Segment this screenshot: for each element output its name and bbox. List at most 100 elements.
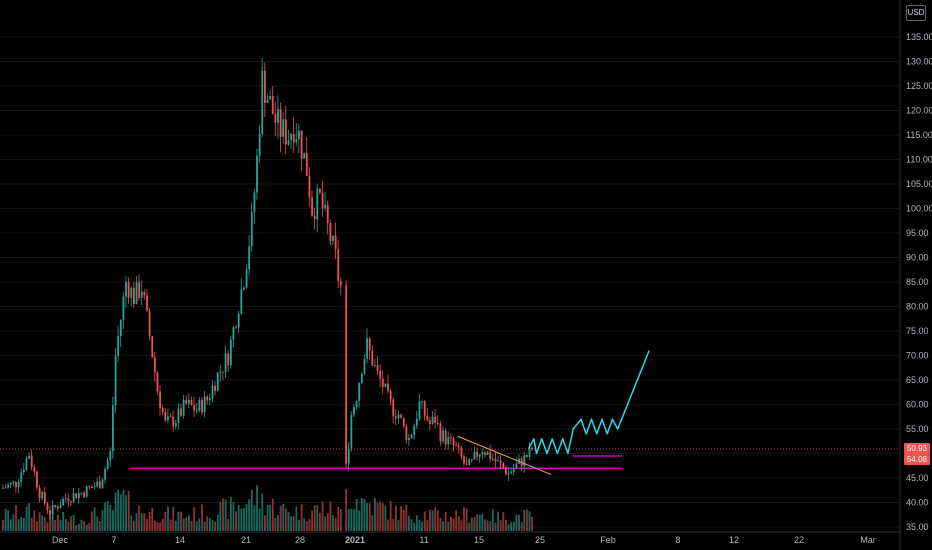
volume-bar bbox=[211, 520, 214, 531]
support-lines[interactable] bbox=[0, 448, 900, 469]
volume-bar bbox=[381, 503, 384, 531]
candle-body bbox=[101, 479, 104, 489]
projection-path[interactable] bbox=[527, 350, 650, 455]
candle-body bbox=[473, 451, 476, 460]
volume-bar bbox=[269, 504, 272, 531]
volume-bar bbox=[43, 517, 46, 531]
candle-body bbox=[376, 365, 379, 371]
candle-body bbox=[172, 416, 175, 427]
drawings[interactable] bbox=[457, 350, 650, 475]
volume-bar bbox=[156, 522, 159, 531]
volume-bar bbox=[426, 519, 429, 531]
volume-bar bbox=[358, 510, 361, 531]
volume-bar bbox=[379, 501, 382, 531]
candle-body bbox=[256, 155, 258, 193]
candle-body bbox=[423, 401, 426, 416]
volume-bar bbox=[88, 522, 91, 531]
candle-body bbox=[452, 438, 455, 446]
volume-bar bbox=[41, 515, 44, 531]
candle-body bbox=[159, 391, 161, 408]
volume-bar bbox=[528, 511, 531, 531]
price-axis[interactable]: 35.0040.0045.0050.0055.0060.0065.0070.00… bbox=[899, 0, 932, 550]
y-tick-label: 80.00 bbox=[906, 302, 929, 312]
volume-bar bbox=[190, 521, 193, 531]
candle-body bbox=[211, 385, 214, 399]
candle-body bbox=[277, 109, 279, 123]
candle-body bbox=[43, 492, 46, 504]
candle-body bbox=[274, 114, 277, 123]
candle-body bbox=[20, 472, 23, 483]
candle-body bbox=[153, 357, 156, 373]
candle-body bbox=[96, 481, 99, 487]
candle-body bbox=[494, 458, 497, 462]
candle-body bbox=[476, 451, 479, 457]
volume-bar bbox=[478, 514, 481, 531]
volume-bar bbox=[250, 489, 253, 531]
volume-bar bbox=[104, 502, 106, 531]
volume-bar bbox=[125, 495, 127, 531]
candle-body bbox=[505, 467, 507, 475]
candle-body bbox=[185, 400, 188, 404]
candle-body bbox=[410, 434, 413, 438]
candle-body bbox=[497, 460, 499, 462]
volume-bar bbox=[264, 515, 266, 531]
volume-bar bbox=[512, 521, 515, 531]
volume-bar bbox=[368, 503, 371, 531]
candle-body bbox=[135, 282, 138, 304]
candle-body bbox=[402, 417, 405, 427]
volume-bar bbox=[208, 517, 211, 531]
volume-bar bbox=[182, 518, 185, 531]
volume-bar bbox=[324, 516, 327, 531]
volume-bar bbox=[455, 510, 458, 531]
candle-body bbox=[418, 401, 421, 419]
volume-bar bbox=[305, 521, 308, 531]
volume-bar bbox=[148, 512, 151, 531]
currency-badge[interactable]: USD bbox=[906, 5, 926, 21]
candle-body bbox=[140, 291, 143, 298]
candle-body bbox=[366, 338, 368, 360]
candle-body bbox=[337, 248, 340, 282]
volume-bar bbox=[198, 518, 201, 531]
volume-bar bbox=[172, 506, 175, 531]
volume-bar bbox=[75, 525, 78, 531]
candle-body bbox=[463, 456, 465, 464]
candle-body bbox=[117, 336, 120, 356]
candle-body bbox=[38, 487, 41, 499]
volume-bar bbox=[237, 505, 240, 531]
candle-body bbox=[358, 383, 361, 402]
volume-bar bbox=[146, 518, 148, 531]
chart-grid bbox=[0, 36, 900, 528]
candle-body bbox=[258, 133, 261, 156]
volume-bar bbox=[256, 485, 258, 531]
candle-body bbox=[190, 399, 193, 406]
candle-body bbox=[415, 418, 418, 426]
volume-bar bbox=[447, 521, 450, 531]
volume-bar bbox=[112, 510, 114, 531]
volume-bar bbox=[298, 519, 300, 531]
volume-bar bbox=[329, 501, 332, 531]
candle-body bbox=[237, 313, 240, 328]
y-tick-label: 65.00 bbox=[906, 375, 929, 385]
candle-body bbox=[374, 365, 376, 367]
candle-body bbox=[83, 492, 86, 497]
volume-bar bbox=[83, 521, 86, 531]
volume-bar bbox=[434, 506, 437, 531]
candle-body bbox=[106, 460, 109, 470]
candle-body bbox=[450, 437, 452, 439]
candle-body bbox=[319, 188, 321, 193]
volume-bar bbox=[169, 519, 172, 531]
candle-body bbox=[489, 451, 492, 460]
candle-body bbox=[151, 336, 154, 358]
y-tick-label: 45.00 bbox=[906, 473, 929, 483]
candle-body bbox=[408, 437, 410, 440]
trend-line[interactable] bbox=[457, 435, 552, 475]
volume-bar bbox=[429, 509, 431, 531]
volume-bar bbox=[366, 503, 368, 531]
volume-bar bbox=[460, 520, 463, 531]
volume-bar bbox=[284, 508, 287, 531]
candle-body bbox=[201, 400, 203, 413]
time-axis[interactable]: Dec 7 14 21 28 2021 11 15 25 Feb 8 12 22 Mar bbox=[0, 531, 900, 545]
volume-bar bbox=[9, 519, 12, 531]
candle-body bbox=[332, 235, 334, 241]
